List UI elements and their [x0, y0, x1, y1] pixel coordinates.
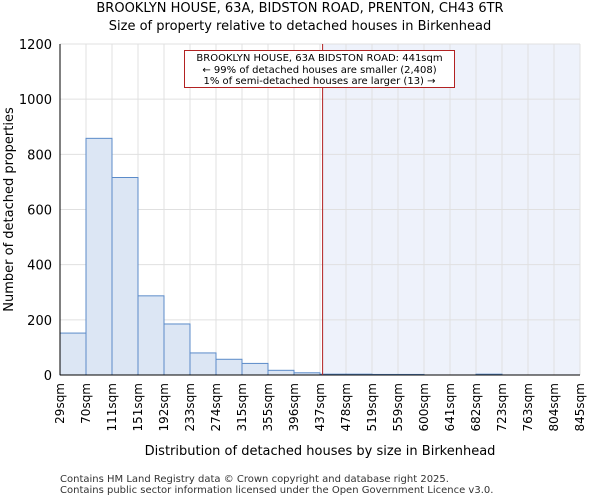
- histogram-bar: [267, 369, 295, 376]
- property-annotation-box: BROOKLYN HOUSE, 63A BIDSTON ROAD: 441sqm…: [184, 50, 455, 88]
- chart-subtitle: Size of property relative to detached ho…: [108, 19, 492, 34]
- x-tick-label: 641sqm: [443, 383, 457, 431]
- y-tick-label: 1000: [19, 93, 52, 108]
- y-axis-label: Number of detached properties: [2, 107, 17, 312]
- histogram-bar: [215, 358, 243, 376]
- x-tick-label: 274sqm: [209, 383, 223, 431]
- x-tick-label: 29sqm: [53, 383, 67, 424]
- x-tick-label: 600sqm: [417, 383, 431, 431]
- y-tick-label: 800: [27, 148, 52, 163]
- x-tick-label: 478sqm: [339, 383, 353, 431]
- y-tick-label: 200: [27, 314, 52, 329]
- y-tick-label: 0: [44, 369, 52, 384]
- footer-copyright: Contains HM Land Registry data © Crown c…: [60, 474, 449, 485]
- x-tick-label: 437sqm: [313, 383, 327, 431]
- histogram-bar: [111, 177, 139, 376]
- x-tick-label: 682sqm: [469, 383, 483, 431]
- x-tick-label: 804sqm: [547, 383, 561, 431]
- x-tick-label: 111sqm: [105, 383, 119, 431]
- x-tick-label: 315sqm: [235, 383, 249, 431]
- histogram-bar: [137, 295, 165, 376]
- x-tick-label: 763sqm: [521, 383, 535, 431]
- y-tick-label: 600: [27, 204, 52, 219]
- annotation-line-1: BROOKLYN HOUSE, 63A BIDSTON ROAD: 441sqm: [196, 53, 443, 64]
- x-tick-label: 192sqm: [157, 383, 171, 431]
- x-tick-label: 559sqm: [391, 383, 405, 431]
- annotation-line-2: ← 99% of detached houses are smaller (2,…: [202, 64, 437, 76]
- y-tick-label: 400: [27, 259, 52, 274]
- x-tick-label: 396sqm: [287, 383, 301, 431]
- x-tick-label: 519sqm: [365, 383, 379, 431]
- y-tick-label: 1200: [19, 38, 52, 53]
- x-tick-label: 355sqm: [261, 383, 275, 431]
- x-tick-label: 70sqm: [79, 383, 93, 424]
- histogram-bar: [59, 332, 87, 376]
- histogram-bar: [85, 137, 113, 376]
- histogram-bar: [163, 323, 191, 376]
- footer-licence: Contains public sector information licen…: [60, 485, 494, 496]
- x-axis-label: Distribution of detached houses by size …: [144, 444, 496, 459]
- x-tick-label: 723sqm: [495, 383, 509, 431]
- x-tick-label: 151sqm: [131, 383, 145, 431]
- histogram-bar: [241, 362, 269, 376]
- x-tick-label: 845sqm: [573, 383, 587, 431]
- histogram-bar: [189, 352, 217, 376]
- annotation-line-3: 1% of semi-detached houses are larger (1…: [203, 76, 436, 87]
- x-tick-label: 233sqm: [183, 383, 197, 431]
- chart-title: BROOKLYN HOUSE, 63A, BIDSTON ROAD, PRENT…: [96, 1, 504, 16]
